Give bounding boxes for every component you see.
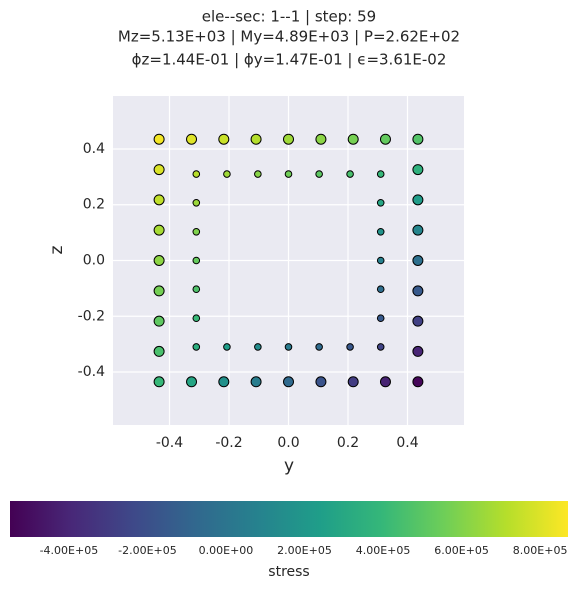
data-point bbox=[153, 164, 165, 176]
colorbar-tick-label: 8.00E+05 bbox=[513, 544, 568, 557]
colorbar-tick-label: 6.00E+05 bbox=[434, 544, 489, 557]
data-point bbox=[346, 170, 354, 178]
colorbar-label: stress bbox=[268, 564, 309, 580]
data-point bbox=[192, 343, 201, 351]
data-point bbox=[412, 194, 424, 206]
data-point bbox=[412, 133, 424, 145]
x-tick-label: 0.4 bbox=[396, 435, 418, 451]
data-point bbox=[186, 376, 198, 388]
x-axis-label: y bbox=[284, 456, 294, 476]
data-point bbox=[250, 376, 262, 388]
data-point bbox=[315, 343, 323, 351]
colorbar-tick-label: 0.00E+00 bbox=[199, 544, 254, 557]
data-point bbox=[218, 133, 230, 145]
data-point bbox=[192, 314, 201, 323]
y-tick-label: -0.4 bbox=[78, 364, 105, 380]
data-point bbox=[346, 343, 354, 351]
data-point bbox=[376, 285, 385, 294]
data-point bbox=[376, 227, 385, 236]
data-point bbox=[284, 343, 293, 351]
data-point bbox=[254, 170, 262, 178]
x-tick-label: 0.2 bbox=[337, 435, 359, 451]
y-tick-label: 0.2 bbox=[83, 197, 105, 213]
data-point bbox=[376, 170, 385, 178]
data-point bbox=[223, 170, 231, 178]
colorbar-tick-label: 2.00E+05 bbox=[277, 544, 332, 557]
y-axis-label: z bbox=[47, 245, 67, 254]
data-point bbox=[315, 376, 327, 388]
data-point bbox=[192, 227, 201, 236]
data-point bbox=[153, 194, 165, 206]
x-tick-label: 0.0 bbox=[277, 435, 299, 451]
data-point bbox=[283, 133, 294, 145]
data-point bbox=[186, 133, 198, 145]
data-point bbox=[192, 170, 201, 178]
data-point bbox=[376, 314, 385, 323]
chart-subtitle: Mz=5.13E+03 | My=4.89E+03 | P=2.62E+02 bbox=[118, 28, 460, 46]
colorbar-tick-label: -4.00E+05 bbox=[40, 544, 99, 557]
data-point bbox=[192, 198, 201, 207]
y-tick-label: 0.4 bbox=[83, 141, 105, 157]
data-point bbox=[412, 164, 424, 176]
y-tick-label: -0.2 bbox=[78, 308, 105, 324]
data-point bbox=[250, 133, 262, 145]
data-point bbox=[315, 133, 327, 145]
colorbar-tick-label: -2.00E+05 bbox=[118, 544, 177, 557]
data-point bbox=[412, 345, 424, 357]
data-point bbox=[347, 133, 359, 145]
data-point bbox=[376, 256, 385, 265]
data-point bbox=[284, 170, 293, 178]
data-point bbox=[412, 255, 424, 266]
y-tick-label: 0.0 bbox=[83, 253, 105, 269]
data-point bbox=[376, 343, 385, 351]
colorbar bbox=[10, 501, 568, 537]
data-point bbox=[412, 315, 424, 327]
data-point bbox=[223, 343, 231, 351]
colorbar-tick-label: 4.00E+05 bbox=[356, 544, 411, 557]
data-point bbox=[153, 376, 165, 388]
data-point bbox=[153, 133, 165, 145]
x-tick-label: -0.4 bbox=[156, 435, 183, 451]
data-point bbox=[412, 376, 424, 388]
chart-subtitle: ϕz=1.44E-01 | ϕy=1.47E-01 | ϵ=3.61E-02 bbox=[132, 51, 447, 69]
data-point bbox=[379, 376, 391, 388]
x-tick-label: -0.2 bbox=[215, 435, 242, 451]
data-point bbox=[153, 285, 165, 297]
data-point bbox=[283, 376, 294, 388]
data-point bbox=[153, 315, 165, 327]
data-point bbox=[192, 256, 201, 265]
data-point bbox=[153, 345, 165, 357]
data-point bbox=[347, 376, 359, 388]
data-point bbox=[376, 198, 385, 207]
chart-title: ele--sec: 1--1 | step: 59 bbox=[202, 8, 376, 26]
data-point bbox=[153, 255, 165, 266]
data-point bbox=[254, 343, 262, 351]
data-point bbox=[153, 224, 165, 236]
data-point bbox=[315, 170, 323, 178]
data-point bbox=[379, 133, 391, 145]
data-point bbox=[192, 285, 201, 294]
data-point bbox=[412, 285, 424, 297]
data-point bbox=[218, 376, 230, 388]
data-point bbox=[412, 224, 424, 236]
